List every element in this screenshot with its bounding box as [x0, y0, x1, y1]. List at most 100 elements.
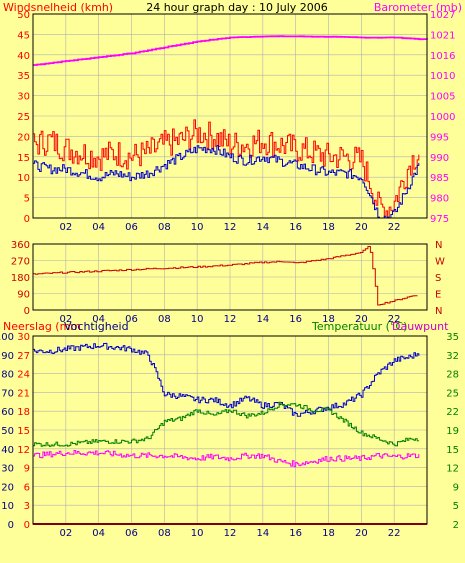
chart3-y-tick-rain: 12	[17, 445, 30, 456]
chart3-y-tick-humidity: 80	[1, 370, 14, 381]
chart3-y-tick-humidity: 20	[1, 482, 14, 493]
chart2-y-tick-left: 360	[11, 240, 30, 251]
chart3-y-tick-humidity: 70	[1, 388, 14, 399]
chart3-y-tick-rain: 3	[24, 501, 30, 512]
chart2-y-tick-right: W	[435, 257, 445, 268]
chart1-y-tick-left: 30	[17, 92, 30, 103]
chart2-y-tick-right: N	[435, 306, 442, 317]
chart1-x-tick-label: 16	[289, 222, 302, 233]
chart3-x-tick-label: 14	[256, 528, 269, 539]
chart3-y-tick-rain: 6	[24, 482, 30, 493]
chart3-y-tick-rain: 30	[17, 332, 30, 343]
chart1-title: 24 hour graph day : 10 July 2006	[146, 1, 328, 14]
chart3-y-tick-humidity: 10	[1, 501, 14, 512]
chart2-series-line-0	[33, 246, 418, 306]
chart1-series-line-0	[33, 35, 428, 66]
chart1-y-tick-right: 1005	[430, 92, 455, 103]
chart3-x-tick-label: 16	[289, 528, 302, 539]
chart3-x-tick-label: 12	[224, 528, 237, 539]
chart3-x-tick-label: 18	[322, 528, 335, 539]
chart2-y-tick-right: N	[435, 240, 442, 251]
chart2-y-tick-left: 90	[17, 290, 30, 301]
chart3-x-tick-label: 20	[355, 528, 368, 539]
chart2-y-tick-left: 270	[11, 257, 30, 268]
chart2-y-tick-right: S	[435, 273, 441, 284]
chart1-y-tick-right: 980	[430, 194, 449, 205]
chart3-y-tick-temp: 12	[446, 464, 459, 475]
chart3-y-tick-temp: 35	[446, 332, 459, 343]
chart1-y-tick-left: 45	[17, 30, 30, 41]
chart3-y-tick-rain: 24	[17, 370, 30, 381]
chart1-x-tick-label: 14	[256, 222, 269, 233]
chart1-x-tick-label: 18	[322, 222, 335, 233]
chart1-y-tick-right: 995	[430, 132, 449, 143]
chart3-x-tick-label: 10	[191, 528, 204, 539]
chart2-x-tick-label: 02	[59, 314, 72, 325]
chart2-x-tick-label: 14	[256, 314, 269, 325]
chart2-y-tick-right: E	[435, 290, 441, 301]
chart1-y-tick-right: 1000	[430, 112, 455, 123]
chart3-y-tick-humidity: 100	[0, 332, 14, 343]
chart2-x-tick-label: 06	[125, 314, 138, 325]
chart3-y-tick-humidity: 40	[1, 445, 14, 456]
chart2-y-tick-left: 180	[11, 273, 30, 284]
chart1-y-tick-right: 990	[430, 153, 449, 164]
chart2-x-tick-label: 22	[388, 314, 401, 325]
chart3-x-tick-label: 02	[59, 528, 72, 539]
chart3-series-line-0	[33, 342, 420, 417]
chart3-y-tick-temp: 22	[446, 407, 459, 418]
chart1-y-tick-left: 40	[17, 51, 30, 62]
chart1-y-tick-right: 1016	[430, 51, 455, 62]
chart3-y-tick-humidity: 50	[1, 426, 14, 437]
chart1-y-tick-right: 985	[430, 173, 449, 184]
chart2-x-tick-label: 12	[224, 314, 237, 325]
chart3-left-axis-label-1: Neerslag (mm	[3, 320, 81, 333]
chart1-series-line-1	[33, 119, 420, 219]
chart3-y-tick-temp: 19	[446, 426, 459, 437]
chart1-y-tick-left: 5	[24, 194, 30, 205]
chart2-x-tick-label: 20	[355, 314, 368, 325]
chart3-y-tick-humidity: 0	[8, 520, 14, 531]
chart1-x-tick-label: 22	[388, 222, 401, 233]
chart1-series-line-2	[33, 145, 420, 219]
chart3-frame	[32, 335, 428, 525]
chart3-y-tick-temp: 32	[446, 351, 459, 362]
chart1-y-tick-left: 20	[17, 132, 30, 143]
chart3-x-tick-label: 08	[158, 528, 171, 539]
chart3-left-axis-label-2: Vochtigheid	[64, 320, 129, 333]
chart1-x-tick-label: 10	[191, 222, 204, 233]
chart2-x-tick-label: 08	[158, 314, 171, 325]
chart2-y-tick-left: 0	[24, 306, 30, 317]
chart3-y-tick-rain: 21	[17, 388, 30, 399]
chart3-series-line-2	[33, 450, 420, 468]
chart3-y-tick-temp: 5	[453, 501, 459, 512]
chart3-y-tick-temp: 28	[446, 370, 459, 381]
chart1-y-tick-left: 15	[17, 153, 30, 164]
chart3-series-line-1	[33, 401, 420, 447]
chart3-y-tick-rain: 0	[24, 520, 30, 531]
chart3-y-tick-humidity: 60	[1, 407, 14, 418]
chart1-x-tick-label: 08	[158, 222, 171, 233]
chart1-y-tick-left: 25	[17, 112, 30, 123]
chart3-y-tick-rain: 27	[17, 351, 30, 362]
chart3-y-tick-rain: 15	[17, 426, 30, 437]
chart1-x-tick-label: 06	[125, 222, 138, 233]
chart1-left-axis-label: Windsnelheid (kmh)	[3, 1, 113, 14]
chart3-x-tick-label: 22	[388, 528, 401, 539]
chart1-x-tick-label: 20	[355, 222, 368, 233]
chart3-y-tick-humidity: 30	[1, 464, 14, 475]
chart3-right-axis-label-1: Temperatuur (°C)	[311, 320, 407, 333]
chart3-y-tick-temp: 15	[446, 445, 459, 456]
chart3-x-tick-label: 04	[92, 528, 105, 539]
chart3-y-tick-rain: 9	[24, 464, 30, 475]
chart1-x-tick-label: 02	[59, 222, 72, 233]
chart1-frame	[32, 13, 428, 219]
chart1-y-tick-left: 35	[17, 71, 30, 82]
chart3-y-tick-temp: 9	[453, 482, 459, 493]
chart2-x-tick-label: 10	[191, 314, 204, 325]
chart2-x-tick-label: 16	[289, 314, 302, 325]
chart1-y-tick-right: 1010	[430, 71, 455, 82]
chart3-y-tick-temp: 25	[446, 388, 459, 399]
chart1-right-axis-label: Barometer (mb)	[374, 1, 462, 14]
